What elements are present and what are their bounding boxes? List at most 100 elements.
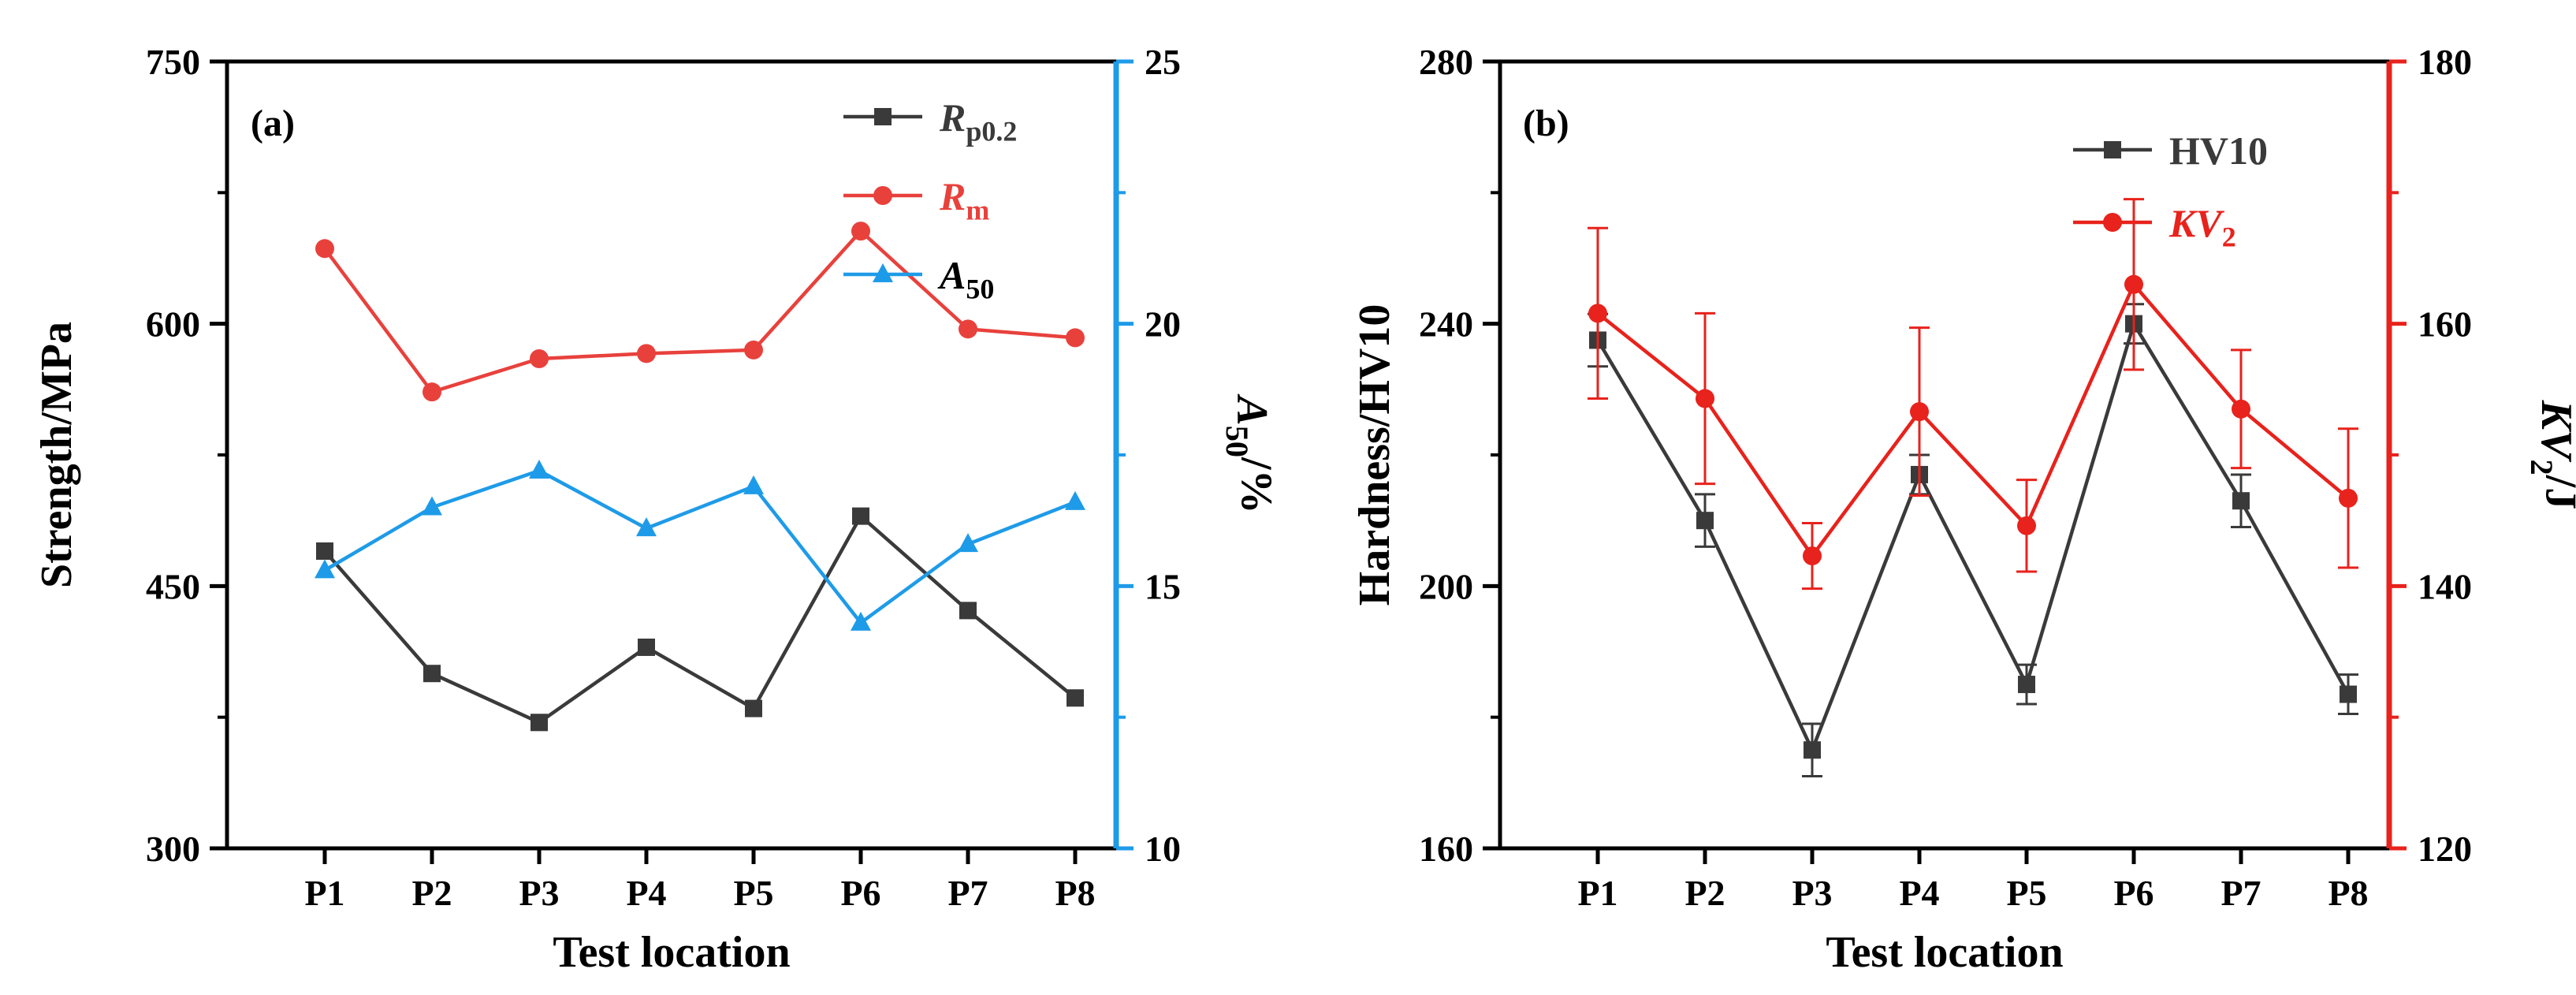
data-point-series-1-P8 bbox=[1067, 689, 1084, 707]
x-tick-label-P8: P8 bbox=[2328, 873, 2368, 913]
data-point-series-2-P1 bbox=[315, 239, 334, 259]
right-tick-label-180: 180 bbox=[2418, 42, 2472, 82]
legend-entry-2: KV2 bbox=[2073, 201, 2236, 253]
y2-axis-title: KV2/J bbox=[2524, 400, 2576, 509]
left-tick-label-300: 300 bbox=[146, 829, 200, 869]
data-point-series-1-P5 bbox=[745, 699, 762, 717]
x-tick-label-P5: P5 bbox=[2006, 873, 2046, 913]
x-tick-label-P6: P6 bbox=[2113, 873, 2153, 913]
data-point-series-1-P7 bbox=[959, 602, 977, 620]
data-point-series-2-P7 bbox=[959, 319, 977, 339]
x-tick-label-P3: P3 bbox=[1792, 873, 1832, 913]
legend-entry-1: Rp0.2 bbox=[843, 95, 1017, 147]
data-point-series-3-P1 bbox=[315, 559, 335, 579]
data-point-series-2-P3 bbox=[1803, 546, 1822, 566]
data-point-series-1-P5 bbox=[2018, 676, 2035, 694]
legend-marker bbox=[874, 108, 892, 125]
x-tick-label-P8: P8 bbox=[1055, 873, 1095, 913]
x-tick-label-P6: P6 bbox=[840, 873, 880, 913]
left-tick-label-600: 600 bbox=[146, 304, 200, 345]
data-point-series-1-P2 bbox=[1696, 512, 1714, 530]
x-tick-label-P2: P2 bbox=[411, 873, 452, 913]
data-point-series-1-P6 bbox=[852, 507, 869, 525]
data-point-series-2-P4 bbox=[637, 344, 656, 363]
y2-axis-title: A50/% bbox=[1219, 393, 1281, 513]
data-point-series-2-P2 bbox=[423, 382, 441, 402]
data-point-series-2-P1 bbox=[1588, 304, 1607, 323]
x-tick-label-P3: P3 bbox=[519, 873, 559, 913]
y-axis-title: Hardness/HV10 bbox=[1350, 304, 1399, 606]
data-point-series-1-P3 bbox=[530, 714, 548, 732]
left-tick-label-200: 200 bbox=[1419, 566, 1473, 606]
x-tick-label-P1: P1 bbox=[1577, 873, 1617, 913]
data-point-series-1-P4 bbox=[638, 638, 655, 656]
left-tick-label-750: 750 bbox=[146, 42, 200, 82]
x-axis-title: Test location bbox=[553, 928, 790, 977]
data-point-series-2-P4 bbox=[1910, 402, 1929, 422]
series-line-2 bbox=[1596, 281, 2350, 559]
right-tick-label-10: 10 bbox=[1145, 829, 1181, 869]
series-line-2 bbox=[323, 228, 1076, 394]
right-tick-label-20: 20 bbox=[1145, 304, 1181, 345]
data-point-series-2-P8 bbox=[2339, 488, 2358, 508]
right-tick-label-160: 160 bbox=[2418, 304, 2472, 345]
x-tick-label-P7: P7 bbox=[2220, 873, 2261, 913]
data-point-series-3-P5 bbox=[743, 475, 764, 494]
left-tick-label-160: 160 bbox=[1419, 829, 1473, 869]
data-point-series-1-P8 bbox=[2340, 685, 2357, 703]
x-tick-label-P5: P5 bbox=[733, 873, 773, 913]
legend-marker bbox=[2103, 213, 2122, 232]
panel-label: (a) bbox=[251, 102, 295, 144]
data-point-series-2-P5 bbox=[2017, 516, 2036, 535]
data-point-series-2-P7 bbox=[2232, 399, 2250, 419]
chart-panel-1: 300 450 600 750 10 15 20 25 P1 P2 P3 P4 P5 P6 P7 P8 Test… bbox=[32, 42, 1280, 977]
data-point-series-1-P3 bbox=[1804, 741, 1821, 759]
data-point-series-3-P3 bbox=[529, 459, 549, 479]
chart-panel-2: 160 200 240 280 120 140 160 180 P1 P2 P3 P4 P5 P6 P7 P8… bbox=[1350, 42, 2576, 977]
y-axis-title: Strength/MPa bbox=[32, 322, 81, 588]
data-point-series-2-P3 bbox=[530, 349, 549, 369]
legend-entry-3: A50 bbox=[843, 253, 994, 305]
left-tick-label-280: 280 bbox=[1419, 42, 1473, 82]
x-tick-label-P1: P1 bbox=[304, 873, 344, 913]
data-point-series-3-P2 bbox=[422, 496, 442, 516]
legend-marker bbox=[873, 263, 893, 282]
data-point-series-2-P5 bbox=[744, 340, 763, 360]
legend-label: A50 bbox=[937, 253, 994, 305]
right-tick-label-120: 120 bbox=[2418, 829, 2472, 869]
x-axis-title: Test location bbox=[1826, 928, 2063, 977]
data-point-series-3-P4 bbox=[636, 517, 657, 537]
right-tick-label-15: 15 bbox=[1145, 566, 1181, 606]
data-point-series-2-P8 bbox=[1066, 328, 1085, 348]
legend-entry-2: Rm bbox=[843, 174, 989, 226]
legend-entry-1: HV10 bbox=[2073, 129, 2268, 173]
data-point-series-2-P6 bbox=[851, 222, 870, 241]
data-point-series-2-P2 bbox=[1696, 389, 1714, 408]
x-tick-label-P4: P4 bbox=[1899, 873, 1939, 913]
legend-label: HV10 bbox=[2169, 129, 2268, 173]
data-point-series-3-P7 bbox=[958, 533, 978, 553]
data-point-series-1-P7 bbox=[2232, 492, 2250, 510]
right-tick-label-25: 25 bbox=[1145, 42, 1181, 82]
data-point-series-1-P1 bbox=[316, 542, 333, 560]
left-tick-label-450: 450 bbox=[146, 566, 200, 606]
legend-marker bbox=[2104, 141, 2121, 158]
data-point-series-1-P2 bbox=[423, 665, 441, 683]
x-tick-label-P4: P4 bbox=[626, 873, 666, 913]
legend-label: Rm bbox=[939, 174, 989, 226]
left-tick-label-240: 240 bbox=[1419, 304, 1473, 345]
series-line-1 bbox=[1596, 319, 2350, 755]
legend-label: Rp0.2 bbox=[939, 95, 1017, 147]
legend-label: KV2 bbox=[2168, 201, 2236, 253]
x-tick-label-P7: P7 bbox=[947, 873, 988, 913]
data-point-series-3-P8 bbox=[1065, 490, 1085, 510]
right-tick-label-140: 140 bbox=[2418, 566, 2472, 606]
series-line-1 bbox=[323, 513, 1077, 725]
panel-label: (b) bbox=[1523, 102, 1569, 144]
data-point-series-2-P6 bbox=[2124, 274, 2143, 294]
x-tick-label-P2: P2 bbox=[1684, 873, 1725, 913]
series-line-3 bbox=[323, 468, 1076, 626]
legend-marker bbox=[873, 186, 892, 205]
data-point-series-3-P6 bbox=[851, 611, 871, 631]
